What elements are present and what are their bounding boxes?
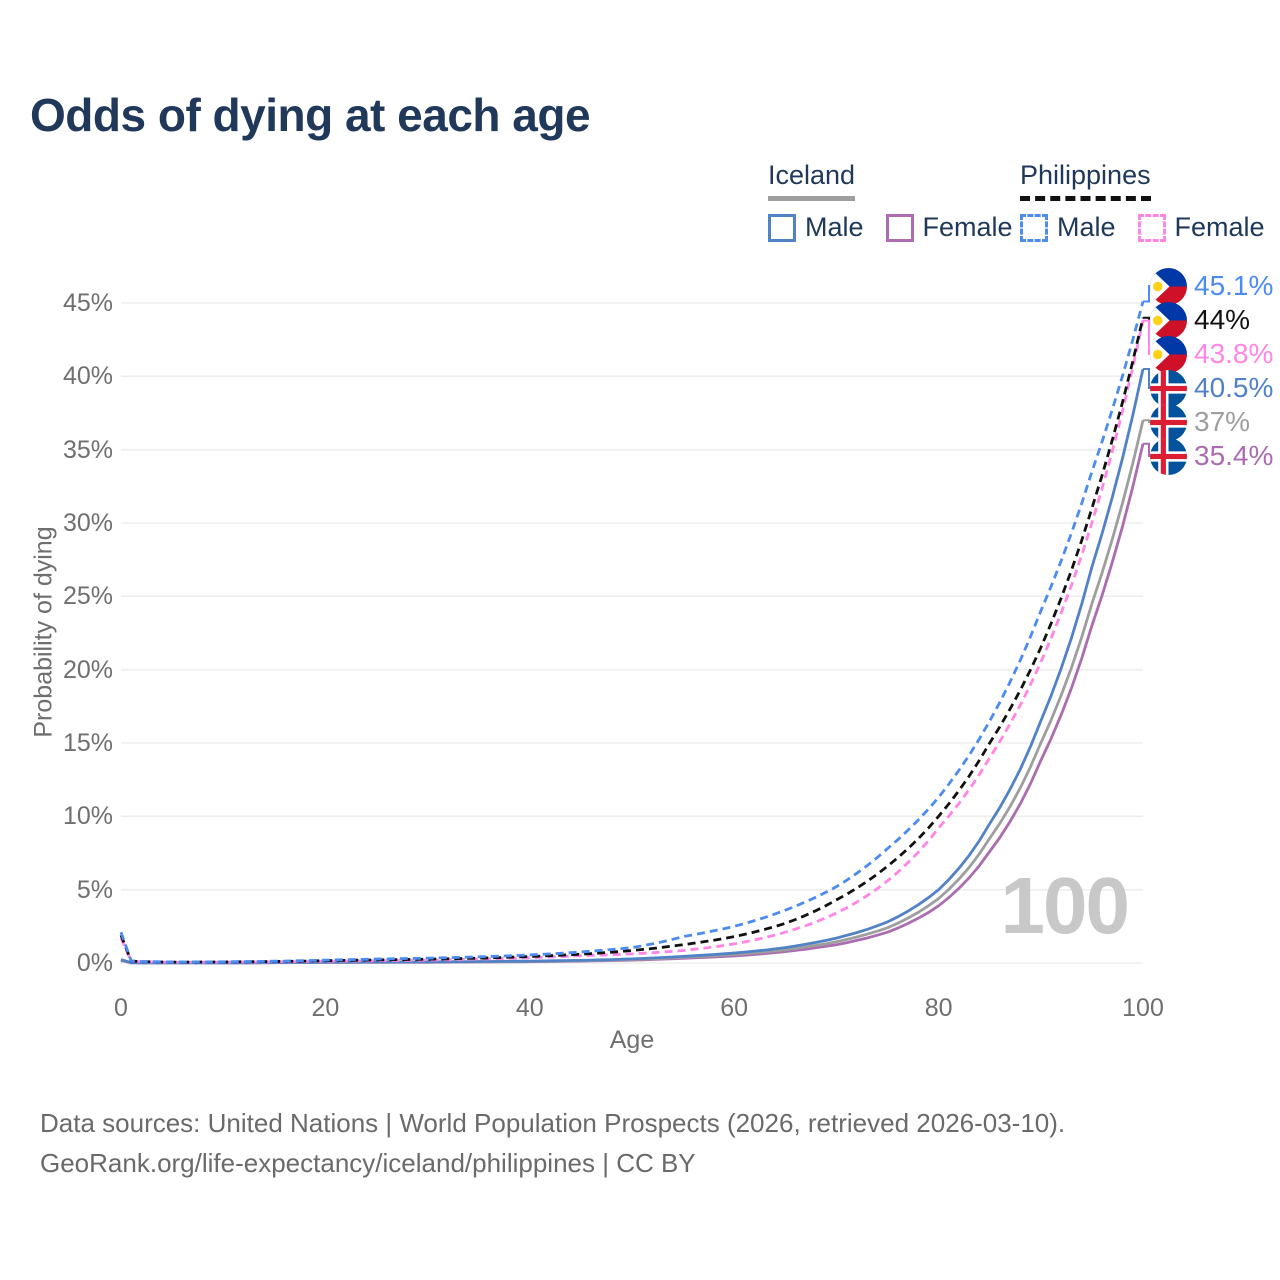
legend-group-philippines: Philippines Male Female [1020,160,1265,243]
legend-item-iceland-male[interactable]: Male [768,212,864,243]
x-tick-label: 0 [114,994,128,1022]
end-label-iceland-male: 40.5% [1150,369,1273,407]
legend-row-iceland: Male Female [768,212,1013,243]
page-title: Odds of dying at each age [30,89,591,141]
legend-item-iceland-female[interactable]: Female [885,212,1013,243]
y-tick-label: 0% [76,949,113,977]
legend-group-iceland: Iceland Male Female [768,160,1013,243]
end-label-value: 37% [1194,406,1251,437]
end-label-philippines-female: 43.8% [1150,335,1273,373]
end-label-philippines-male: 45.1% [1150,267,1273,305]
y-axis-title: Probability of dying [29,526,58,738]
y-tick-label: 40% [62,362,113,391]
legend-title-philippines: Philippines [1020,160,1151,201]
legend-item-philippines-female[interactable]: Female [1137,212,1265,243]
end-label-value: 35.4% [1194,440,1274,471]
legend-row-philippines: Male Female [1020,212,1265,243]
x-tick-label: 20 [311,994,340,1022]
y-tick-label: 5% [76,875,113,904]
philippines-female-swatch-icon [1137,213,1166,242]
philippines-flag-icon [1150,301,1187,339]
x-tick-label: 40 [515,994,544,1022]
y-tick-label: 25% [62,582,113,611]
end-label-value: 43.8% [1194,338,1274,369]
x-tick-label: 60 [720,994,749,1022]
y-tick-label: 20% [62,655,113,684]
end-label-value: 44% [1194,304,1251,335]
philippines-flag-icon [1150,267,1187,305]
iceland-flag-icon [1150,369,1187,407]
y-tick-label: 45% [62,288,113,317]
legend-label: Female [1174,212,1265,242]
legend-label: Female [922,212,1013,242]
philippines-flag-icon [1150,335,1187,373]
legend-item-philippines-male[interactable]: Male [1020,212,1116,243]
x-axis-title: Age [609,1026,655,1054]
end-label-value: 45.1% [1194,270,1274,301]
end-label-iceland-female: 35.4% [1150,437,1273,475]
y-tick-label: 30% [62,508,113,537]
x-tick-label: 80 [924,994,953,1022]
legend-label: Male [805,212,864,242]
iceland-male-swatch-icon [768,213,796,242]
philippines-male-swatch-icon [1020,213,1048,242]
iceland-female-swatch-icon [885,213,914,242]
iceland-flag-icon [1150,403,1187,441]
age-watermark: 100 [1000,861,1130,950]
end-label-value: 40.5% [1194,372,1274,403]
series-line-philippines-both [119,317,1145,964]
iceland-flag-icon [1150,437,1187,475]
legend-title-iceland: Iceland [768,160,856,201]
x-tick-label: 100 [1122,994,1164,1022]
end-label-philippines-both: 44% [1150,301,1250,339]
y-tick-label: 10% [62,802,113,831]
y-tick-label: 35% [62,435,113,464]
y-tick-label: 15% [62,728,113,757]
legend-label: Male [1057,212,1116,242]
data-sources-text: Data sources: United Nations | World Pop… [40,1108,1066,1138]
end-label-iceland-both: 37% [1150,403,1250,441]
series-line-philippines-male [119,301,1145,964]
attribution-text: GeoRank.org/life-expectancy/iceland/phil… [40,1148,696,1178]
